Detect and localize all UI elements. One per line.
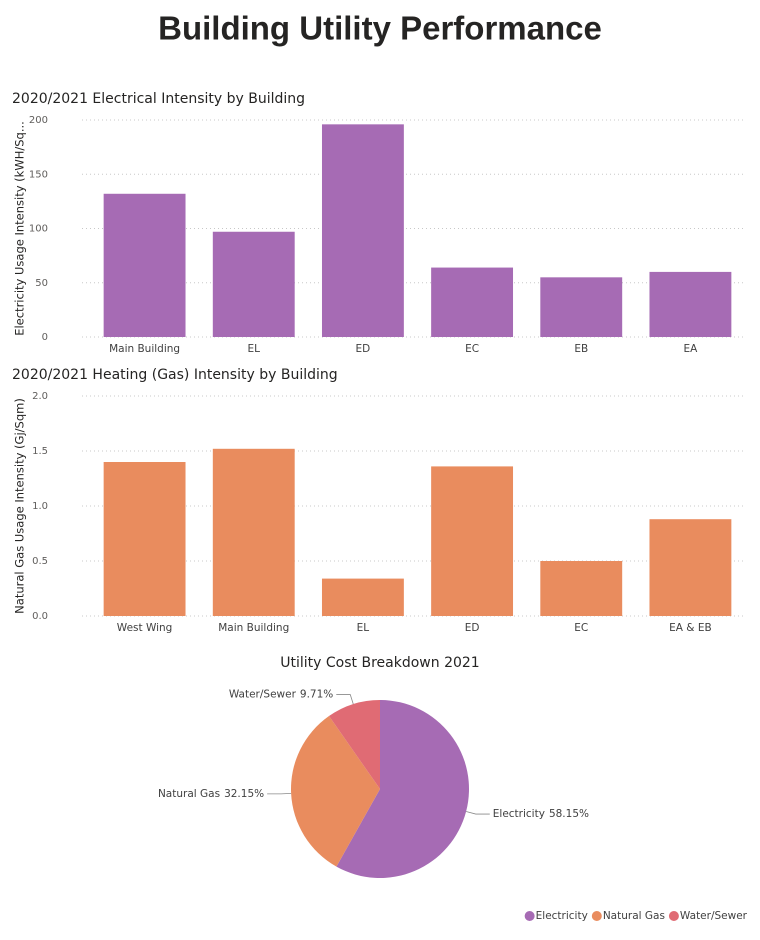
legend-marker	[668, 911, 679, 921]
x-tick-label: ED	[465, 622, 480, 634]
data-label: Electricity 58.15%	[493, 808, 589, 820]
bar	[649, 271, 732, 337]
bar	[103, 462, 186, 616]
y-tick-label: 150	[29, 169, 48, 180]
x-tick-label: ED	[356, 343, 371, 355]
y-tick-label: 0.0	[32, 611, 48, 622]
label-category: Natural Gas	[158, 788, 220, 800]
x-tick-label: EL	[248, 343, 261, 355]
legend-marker	[591, 911, 602, 921]
bar	[540, 561, 623, 616]
data-label: Water/Sewer 9.71%	[229, 689, 333, 701]
pie-slice	[329, 700, 380, 789]
y-tick-label: 100	[29, 224, 48, 235]
chart-title: 2020/2021 Electrical Intensity by Buildi…	[12, 91, 305, 107]
bar	[431, 267, 514, 337]
x-tick-label: EB	[574, 343, 588, 355]
x-tick-label: Main Building	[109, 343, 180, 355]
pie-slice	[336, 700, 469, 878]
y-tick-label: 1.5	[32, 446, 48, 457]
y-tick-label: 0	[42, 332, 48, 343]
legend-marker	[524, 911, 535, 921]
bar	[212, 231, 295, 337]
data-label: Natural Gas 32.15%	[158, 788, 264, 800]
y-tick-label: 0.5	[32, 556, 48, 567]
bar	[321, 578, 404, 616]
x-tick-label: EA	[684, 343, 699, 355]
leader-line	[466, 811, 490, 815]
label-category: Water/Sewer	[229, 689, 297, 701]
bar	[103, 193, 186, 337]
legend-label: Water/Sewer	[680, 910, 748, 922]
y-axis-title: Natural Gas Usage Intensity (Gj/Sqm)	[13, 398, 27, 614]
x-tick-label: Main Building	[218, 622, 289, 634]
legend-label: Natural Gas	[603, 910, 665, 922]
bar	[321, 124, 404, 337]
x-tick-label: EC	[465, 343, 479, 355]
bar	[649, 519, 732, 616]
y-tick-label: 2.0	[32, 391, 48, 402]
chart-title: 2020/2021 Heating (Gas) Intensity by Bui…	[12, 367, 338, 383]
x-tick-label: West Wing	[117, 622, 173, 634]
leader-line	[336, 694, 354, 705]
chart-title: Utility Cost Breakdown 2021	[280, 655, 479, 671]
y-tick-label: 1.0	[32, 501, 48, 512]
label-category: Electricity	[493, 808, 545, 820]
page-title: Building Utility Performance	[158, 10, 602, 47]
x-tick-label: EL	[357, 622, 370, 634]
label-value: 32.15%	[224, 788, 264, 800]
y-tick-label: 50	[35, 278, 48, 289]
bar	[212, 448, 295, 616]
x-tick-label: EC	[574, 622, 588, 634]
pie-slice	[290, 716, 380, 867]
label-value: 9.71%	[300, 689, 333, 701]
x-tick-label: EA & EB	[669, 622, 712, 634]
bar	[431, 466, 514, 616]
label-value: 58.15%	[549, 808, 589, 820]
legend-label: Electricity	[536, 910, 588, 922]
bar	[540, 277, 623, 337]
y-tick-label: 200	[29, 115, 48, 126]
y-axis-title: Electricity Usage Intensity (kWH/Sq...	[13, 121, 27, 336]
